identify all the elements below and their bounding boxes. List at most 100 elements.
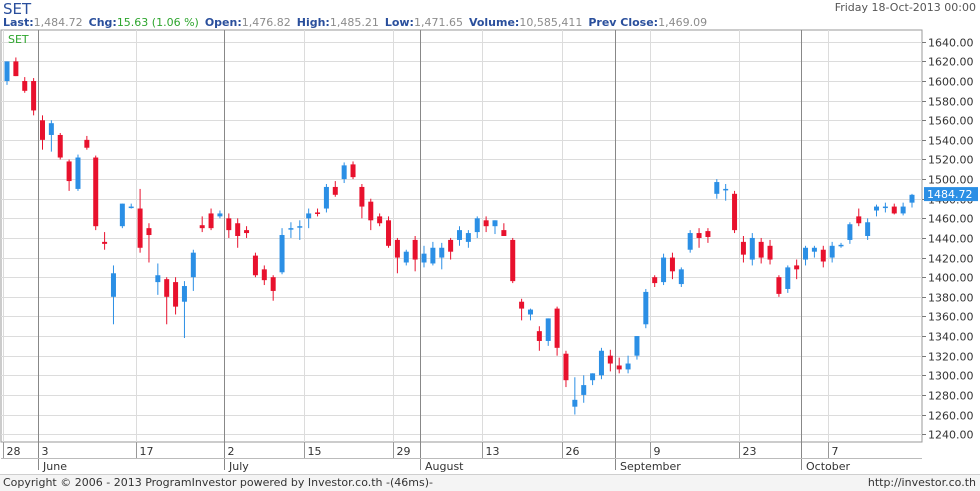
candle-up <box>492 220 498 227</box>
candle-down <box>315 212 321 214</box>
chart-title: SET <box>3 0 32 18</box>
candle-down <box>66 161 72 182</box>
stat-value: 1,476.82 <box>241 16 291 29</box>
candle-down <box>235 223 241 236</box>
candle-down <box>483 220 489 227</box>
y-tick-label: 1300.00 <box>928 370 974 383</box>
candle-down <box>501 230 507 236</box>
candle-down <box>652 277 658 284</box>
candle-down <box>758 241 764 258</box>
candle-up <box>288 228 294 230</box>
candle-down <box>368 201 374 221</box>
candle-up <box>190 252 196 278</box>
y-tick-label: 1460.00 <box>928 213 974 226</box>
candle-down <box>377 216 383 224</box>
candle-up <box>829 245 835 258</box>
candle-up <box>581 385 587 395</box>
stat-value: 15.63 (1.06 %) <box>116 16 199 29</box>
candle-up <box>465 233 471 242</box>
candlestick-chart: 1240.00 1260.00 1280.00 1300.00 1320.00 1340.… <box>0 29 978 473</box>
y-tick-label: 1360.00 <box>928 311 974 324</box>
x-day-label: 9 <box>654 445 661 458</box>
stat-label: Volume: <box>468 16 520 29</box>
stat-value: 1,469.09 <box>658 16 708 29</box>
candle-down <box>820 249 826 262</box>
candle-down <box>93 157 99 227</box>
candle-down <box>386 220 392 246</box>
stat-value: 1,484.72 <box>33 16 83 29</box>
candle-down <box>563 353 569 381</box>
x-month-label: June <box>42 460 67 473</box>
candle-up <box>457 230 462 240</box>
candle-down <box>705 231 711 237</box>
candle-down <box>270 277 276 291</box>
x-day-label: 23 <box>743 445 757 458</box>
candle-up <box>128 206 134 209</box>
candle-down <box>732 193 738 231</box>
candle-up <box>661 257 667 283</box>
stat-label: Open: <box>204 16 242 29</box>
candle-up <box>643 291 649 325</box>
y-tick-label: 1420.00 <box>928 253 974 266</box>
candle-up <box>874 206 880 211</box>
candle-up <box>181 286 187 302</box>
candle-down <box>173 282 179 307</box>
candle-down <box>31 81 37 111</box>
candle-down <box>394 239 400 258</box>
candle-down <box>776 277 782 294</box>
candle-down <box>519 301 525 309</box>
candle-down <box>137 208 143 248</box>
candle-up <box>110 273 116 297</box>
candle-down <box>208 213 214 229</box>
chart-date: Friday 18-Oct-2013 00:00 <box>834 1 976 14</box>
candle-down <box>84 139 90 148</box>
candle-down <box>412 239 418 260</box>
stats-bar: Last:1,484.72 Chg:15.63 (1.06 %) Open:1,47… <box>3 16 713 29</box>
candle-down <box>536 331 542 341</box>
y-tick-label: 1600.00 <box>928 76 974 89</box>
stat-value: 1,471.65 <box>413 16 463 29</box>
candle-down <box>607 355 613 364</box>
candle-up <box>306 213 312 219</box>
stat-label: High: <box>296 16 330 29</box>
candle-down <box>350 164 356 178</box>
site-link[interactable]: http://investor.co.th <box>867 476 976 489</box>
candle-up <box>598 350 604 376</box>
candle-up <box>155 275 161 283</box>
candle-up <box>785 267 791 289</box>
stat-label: Last: <box>3 16 34 29</box>
candle-up <box>625 363 631 370</box>
candle-down <box>261 269 267 281</box>
candle-up <box>882 206 888 209</box>
x-day-label: 26 <box>566 445 580 458</box>
candle-up <box>803 247 809 260</box>
candle-down <box>332 186 338 195</box>
y-tick-label: 1240.00 <box>928 429 974 442</box>
candle-up <box>439 247 445 258</box>
candle-up <box>323 186 329 209</box>
y-tick-label: 1380.00 <box>928 292 974 305</box>
candle-up <box>811 247 817 252</box>
candle-down <box>359 186 365 207</box>
candle-down <box>244 230 250 234</box>
candle-down <box>510 239 516 282</box>
x-month-label: July <box>228 460 249 473</box>
candle-up <box>4 61 10 82</box>
candle-down <box>616 365 622 370</box>
candle-up <box>900 206 906 214</box>
candle-down <box>57 134 63 158</box>
candle-up <box>678 269 684 285</box>
candle-down <box>891 206 897 214</box>
candle-up <box>48 123 54 135</box>
y-tick-label: 1540.00 <box>928 135 974 148</box>
candle-down <box>226 218 232 231</box>
candle-down <box>740 241 746 255</box>
candle-down <box>856 216 862 224</box>
candle-up <box>75 157 81 189</box>
candle-down <box>199 225 205 229</box>
y-tick-label: 1520.00 <box>928 154 974 167</box>
candle-up <box>297 226 303 228</box>
candle-up <box>430 247 436 264</box>
x-day-label: 17 <box>140 445 154 458</box>
candle-up <box>341 165 347 180</box>
